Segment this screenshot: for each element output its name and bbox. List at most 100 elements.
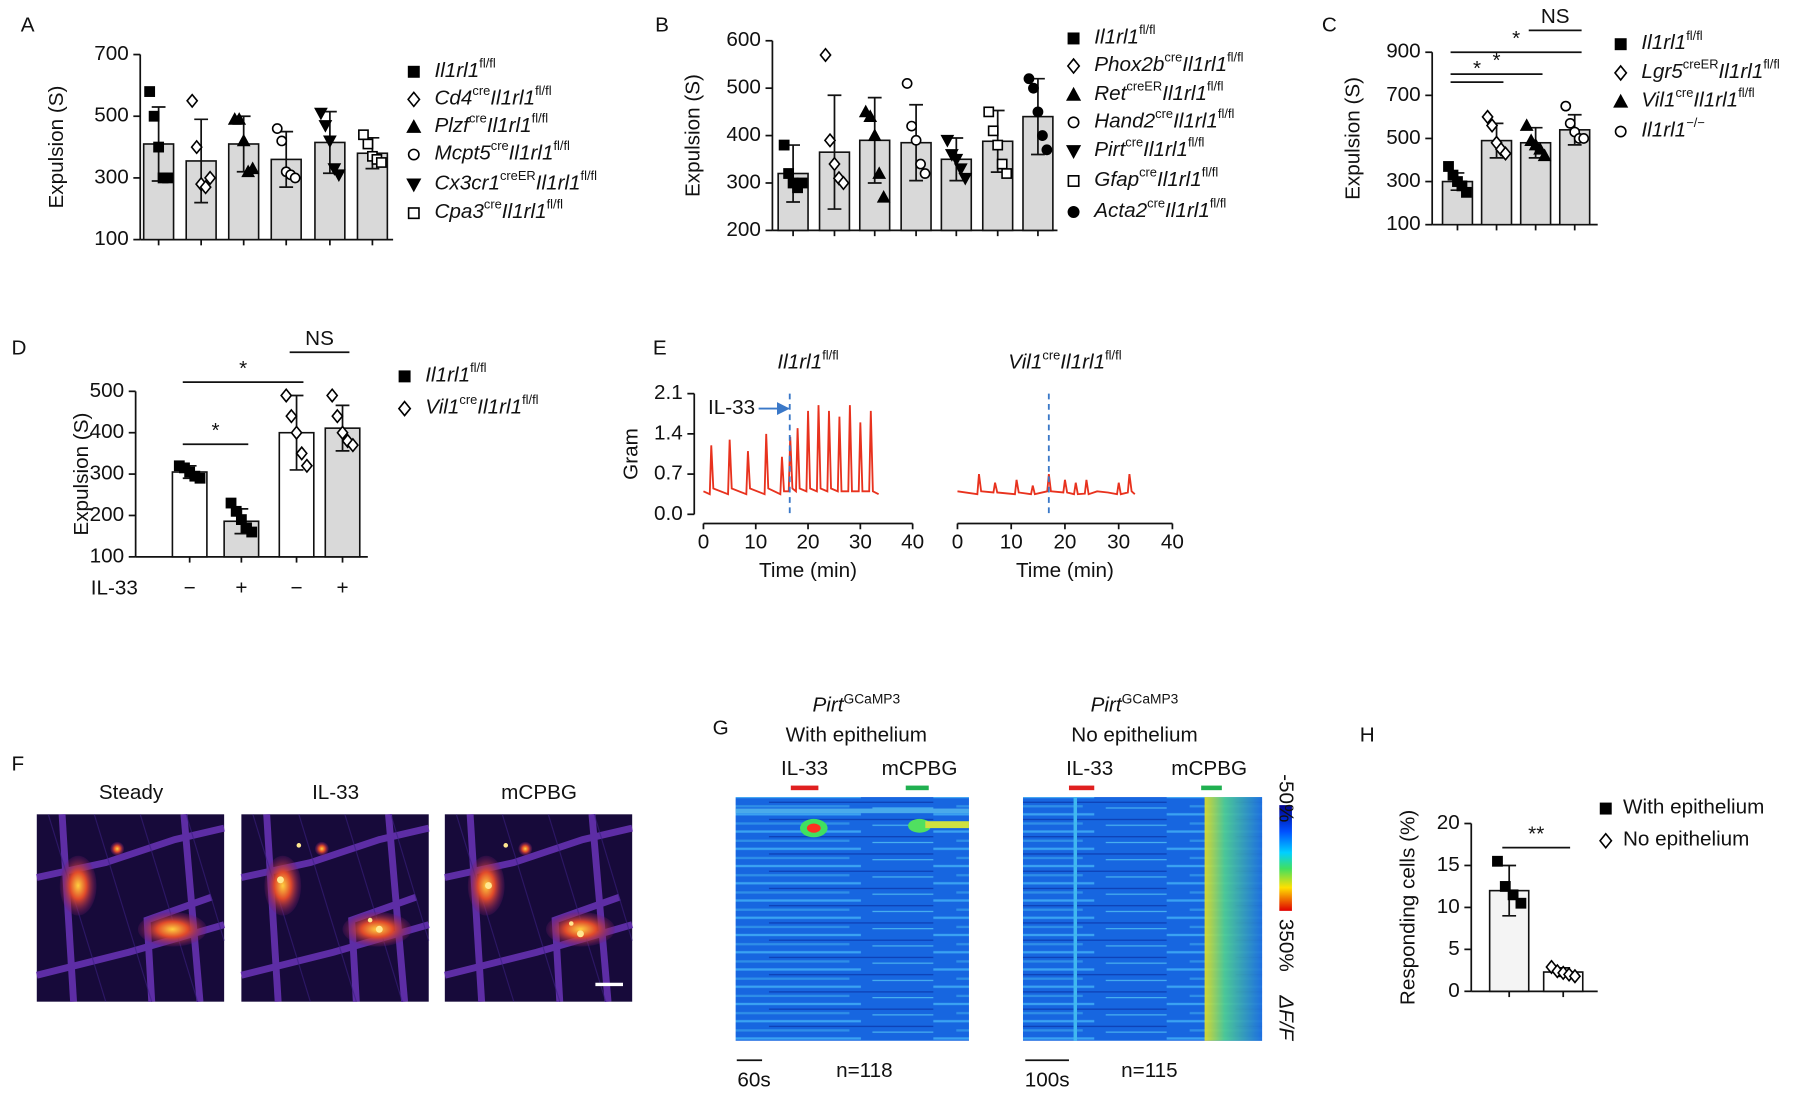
x-tick-label: 40: [901, 531, 924, 554]
name-label: Il1rl1−/−: [1641, 116, 1704, 142]
x-axis-title: IL-33: [91, 576, 138, 599]
y-tick-label: 900: [1386, 40, 1421, 63]
legend-marker: [1067, 175, 1080, 187]
panel-letter: A: [21, 13, 35, 36]
name-label: Il1rl1fl/fl: [1641, 28, 1702, 54]
x-tick-label: −: [291, 576, 303, 599]
data-point: [162, 172, 173, 184]
heatmap: [735, 797, 969, 1041]
data-point: [245, 161, 260, 175]
y-axis-title: Responding cells (%): [1397, 810, 1420, 1005]
name-part: Il1rl1: [1165, 199, 1210, 222]
name-label: RetcreERIl1rl1fl/fl: [1094, 79, 1223, 105]
data-point: [289, 172, 301, 184]
heatmap-spot: [925, 821, 969, 829]
panel-letter: D: [11, 336, 26, 359]
data-point: [153, 141, 165, 153]
x-tick-label: 10: [1000, 531, 1023, 554]
name-label: Cpa3creIl1rl1fl/fl: [434, 197, 563, 223]
name-part: Il1rl1: [1641, 32, 1686, 55]
name-part: Il1rl1: [425, 364, 470, 387]
data-point: [1499, 881, 1511, 892]
trace: [957, 473, 1136, 496]
name-label: Vil1creIl1rl1fl/fl: [1008, 348, 1121, 374]
y-tick-label: 1.4: [654, 421, 683, 444]
time-scale-label: 60s: [737, 1068, 770, 1091]
name-part: cre: [491, 139, 509, 154]
name-part: Hand2: [1094, 110, 1155, 133]
data-point: [1032, 106, 1044, 118]
name-label: Phox2bcreIl1rl1fl/fl: [1094, 50, 1243, 76]
data-point: [958, 172, 973, 186]
name-part: Il1rl1: [1162, 82, 1207, 105]
data-point: [983, 106, 995, 118]
y-tick-label: 0.7: [654, 462, 683, 485]
data-point: [336, 425, 349, 441]
x-tick-label: 20: [1053, 531, 1076, 554]
x-tick-label: 30: [1107, 531, 1130, 554]
name-label: Il1rl1fl/fl: [425, 360, 486, 386]
data-point: [953, 163, 968, 176]
x-tick-label: 10: [744, 531, 767, 554]
name-label: Il1rl1fl/fl: [777, 348, 838, 374]
data-point: [1507, 889, 1519, 901]
heatmap-response: [1204, 797, 1263, 1041]
y-tick-label: 10: [1437, 895, 1460, 918]
y-tick-label: 700: [1386, 83, 1421, 106]
annotation: IL-33: [708, 396, 755, 419]
data-point: [232, 112, 247, 125]
data-point: [1533, 142, 1547, 155]
heatmap-subtitle: With epithelium: [786, 724, 927, 747]
name-part: fl/fl: [1207, 79, 1223, 94]
name-part: fl/fl: [1738, 86, 1754, 101]
significance-label: *: [1493, 49, 1501, 72]
name-part: No epithelium: [1623, 828, 1749, 851]
panel-letter: H: [1360, 724, 1375, 747]
name-part: fl/fl: [1763, 57, 1779, 72]
title-part: Pirt: [1091, 694, 1123, 717]
x-tick-label: +: [235, 576, 247, 599]
data-point: [341, 433, 354, 449]
data-point: [1023, 73, 1035, 85]
significance-label: *: [211, 419, 219, 442]
x-tick-label: +: [336, 576, 348, 599]
data-point: [295, 445, 308, 461]
name-part: fl/fl: [470, 360, 486, 375]
data-point: [271, 123, 283, 134]
data-point: [144, 86, 156, 97]
name-part: fl/fl: [479, 56, 495, 71]
legend-marker: [1613, 64, 1628, 82]
image-steady: [37, 814, 224, 1001]
legend-marker: [1067, 206, 1080, 218]
x-tick-label: 20: [797, 531, 820, 554]
name-part: cre: [1675, 86, 1693, 101]
legend-marker: [1599, 802, 1612, 815]
name-part: fl/fl: [1105, 348, 1121, 363]
data-point: [915, 158, 926, 170]
data-point: [285, 408, 298, 424]
image-highlights: [277, 843, 584, 938]
significance-label: NS: [305, 327, 334, 350]
y-axis-title: Expulsion (S): [1341, 77, 1364, 200]
bar: [900, 141, 932, 232]
stimulus-label: mCPBG: [882, 757, 958, 780]
y-tick-label: 300: [90, 462, 125, 485]
legend-marker: [1066, 145, 1082, 159]
name-part: fl/fl: [581, 168, 597, 183]
data-point: [1568, 968, 1582, 984]
stimulus-label: IL-33: [781, 757, 828, 780]
data-point: [819, 47, 832, 63]
name-part: Il1rl1: [502, 201, 547, 224]
y-tick-label: 500: [726, 76, 761, 99]
image-label: Steady: [99, 781, 164, 804]
data-point: [186, 93, 199, 109]
stimulus-label: IL-33: [1066, 757, 1113, 780]
data-point: [906, 120, 918, 132]
x-tick-label: −: [184, 576, 196, 599]
name-part: fl/fl: [547, 197, 563, 212]
name-part: Cx3cr1: [434, 172, 499, 195]
data-point: [987, 125, 999, 137]
name-part: cre: [1147, 196, 1165, 211]
data-point: [300, 458, 313, 474]
